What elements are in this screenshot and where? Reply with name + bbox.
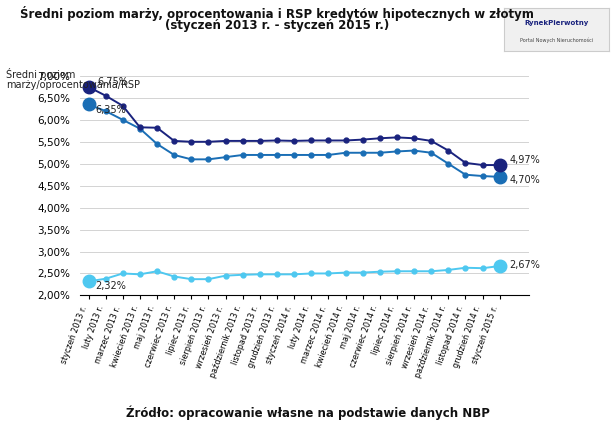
Średnie oprocentowanie dla nowych kredytów mieszkaniowych w złotym xyxy=(153,141,161,146)
Średnie oprocentowanie dla nowych kredytów mieszkaniowych w złotym xyxy=(205,157,212,162)
Średnia marża dla nowych kredytów mieszkaniowych w złotym xyxy=(462,265,469,270)
Text: (styczeń 2013 r. - styczeń 2015 r.): (styczeń 2013 r. - styczeń 2015 r.) xyxy=(165,19,389,32)
Text: 6,35%: 6,35% xyxy=(95,105,126,115)
Średnia marża dla nowych kredytów mieszkaniowych w złotym xyxy=(273,272,280,277)
Średnie oprocentowanie dla nowych kredytów mieszkaniowych w złotym xyxy=(376,150,384,155)
Line: Średnie oprocentowanie dla nowych kredytów mieszkaniowych w złotym: Średnie oprocentowanie dla nowych kredyt… xyxy=(86,102,502,179)
Średnia marża dla nowych kredytów mieszkaniowych w złotym xyxy=(102,276,109,281)
Średni poziom RSP dla nowych kredytów mieszkaniowych w złotym xyxy=(325,138,332,143)
Średni poziom RSP dla nowych kredytów mieszkaniowych w złotym xyxy=(188,139,195,144)
Średnie oprocentowanie dla nowych kredytów mieszkaniowych w złotym xyxy=(445,161,452,166)
Średnia marża dla nowych kredytów mieszkaniowych w złotym xyxy=(427,269,435,274)
Średnia marża dla nowych kredytów mieszkaniowych w złotym xyxy=(170,274,178,279)
Średni poziom RSP dla nowych kredytów mieszkaniowych w złotym xyxy=(496,162,504,168)
Średni poziom RSP dla nowych kredytów mieszkaniowych w złotym xyxy=(308,138,315,143)
Średni poziom RSP dla nowych kredytów mieszkaniowych w złotym xyxy=(102,93,109,98)
Text: 6,75%: 6,75% xyxy=(97,77,128,87)
Średnia marża dla nowych kredytów mieszkaniowych w złotym xyxy=(308,271,315,276)
Średnia marża dla nowych kredytów mieszkaniowych w złotym xyxy=(496,263,504,268)
Średnie oprocentowanie dla nowych kredytów mieszkaniowych w złotym xyxy=(102,108,109,114)
Średni poziom RSP dla nowych kredytów mieszkaniowych w złotym xyxy=(153,125,161,130)
Średnia marża dla nowych kredytów mieszkaniowych w złotym xyxy=(342,270,349,275)
Średni poziom RSP dla nowych kredytów mieszkaniowych w złotym xyxy=(427,138,435,143)
Średnie oprocentowanie dla nowych kredytów mieszkaniowych w złotym xyxy=(222,154,229,160)
Średnie oprocentowanie dla nowych kredytów mieszkaniowych w złotym xyxy=(188,157,195,162)
Średnia marża dla nowych kredytów mieszkaniowych w złotym xyxy=(393,269,400,274)
Średni poziom RSP dla nowych kredytów mieszkaniowych w złotym xyxy=(445,148,452,153)
Średni poziom RSP dla nowych kredytów mieszkaniowych w złotym xyxy=(239,138,247,143)
Text: 2,67%: 2,67% xyxy=(509,260,540,270)
Średni poziom RSP dla nowych kredytów mieszkaniowych w złotym xyxy=(222,138,229,143)
Średnia marża dla nowych kredytów mieszkaniowych w złotym xyxy=(325,271,332,276)
Text: Średni poziom: Średni poziom xyxy=(6,68,76,79)
Średni poziom RSP dla nowych kredytów mieszkaniowych w złotym xyxy=(170,138,178,143)
Text: Portal Nowych Nieruchomości: Portal Nowych Nieruchomości xyxy=(520,37,593,43)
Text: 4,70%: 4,70% xyxy=(509,175,540,184)
Średnie oprocentowanie dla nowych kredytów mieszkaniowych w złotym xyxy=(256,152,264,157)
Średnie oprocentowanie dla nowych kredytów mieszkaniowych w złotym xyxy=(273,152,280,157)
Średnia marża dla nowych kredytów mieszkaniowych w złotym xyxy=(222,273,229,278)
Średnie oprocentowanie dla nowych kredytów mieszkaniowych w złotym xyxy=(239,152,247,157)
Line: Średnia marża dla nowych kredytów mieszkaniowych w złotym: Średnia marża dla nowych kredytów mieszk… xyxy=(86,264,502,284)
Średni poziom RSP dla nowych kredytów mieszkaniowych w złotym xyxy=(393,135,400,140)
Średnia marża dla nowych kredytów mieszkaniowych w złotym xyxy=(410,269,418,274)
Średnie oprocentowanie dla nowych kredytów mieszkaniowych w złotym xyxy=(393,149,400,154)
Średnia marża dla nowych kredytów mieszkaniowych w złotym xyxy=(445,268,452,273)
Średni poziom RSP dla nowych kredytów mieszkaniowych w złotym xyxy=(85,84,92,89)
Średni poziom RSP dla nowych kredytów mieszkaniowych w złotym xyxy=(462,160,469,165)
Średnia marża dla nowych kredytów mieszkaniowych w złotym xyxy=(137,272,144,277)
Średnie oprocentowanie dla nowych kredytów mieszkaniowych w złotym xyxy=(410,148,418,153)
Średnie oprocentowanie dla nowych kredytów mieszkaniowych w złotym xyxy=(85,102,92,107)
Średnia marża dla nowych kredytów mieszkaniowych w złotym xyxy=(153,269,161,274)
Średni poziom RSP dla nowych kredytów mieszkaniowych w złotym xyxy=(342,138,349,143)
Średni poziom RSP dla nowych kredytów mieszkaniowych w złotym xyxy=(410,136,418,141)
Text: 2,32%: 2,32% xyxy=(95,281,126,291)
Średnia marża dla nowych kredytów mieszkaniowych w złotym xyxy=(239,272,247,277)
Średnie oprocentowanie dla nowych kredytów mieszkaniowych w złotym xyxy=(170,152,178,157)
Średni poziom RSP dla nowych kredytów mieszkaniowych w złotym xyxy=(205,139,212,144)
Średni poziom RSP dla nowych kredytów mieszkaniowych w złotym xyxy=(376,136,384,141)
Średni poziom RSP dla nowych kredytów mieszkaniowych w złotym xyxy=(479,162,486,168)
Średnie oprocentowanie dla nowych kredytów mieszkaniowych w złotym xyxy=(119,117,127,122)
Średnie oprocentowanie dla nowych kredytów mieszkaniowych w złotym xyxy=(427,150,435,155)
Text: Średni poziom marży, oprocentowania i RSP kredytów hipotecznych w złotym: Średni poziom marży, oprocentowania i RS… xyxy=(20,6,534,22)
Średnia marża dla nowych kredytów mieszkaniowych w złotym xyxy=(85,279,92,284)
Średnie oprocentowanie dla nowych kredytów mieszkaniowych w złotym xyxy=(137,126,144,131)
Średnie oprocentowanie dla nowych kredytów mieszkaniowych w złotym xyxy=(308,152,315,157)
Text: 4,97%: 4,97% xyxy=(509,155,540,165)
Średnia marża dla nowych kredytów mieszkaniowych w złotym xyxy=(479,266,486,271)
Średnia marża dla nowych kredytów mieszkaniowych w złotym xyxy=(205,277,212,282)
Średnie oprocentowanie dla nowych kredytów mieszkaniowych w złotym xyxy=(479,173,486,179)
Średnie oprocentowanie dla nowych kredytów mieszkaniowych w złotym xyxy=(342,150,349,155)
Średnia marża dla nowych kredytów mieszkaniowych w złotym xyxy=(188,277,195,282)
Text: marży/oprocentowania/RSP: marży/oprocentowania/RSP xyxy=(6,80,140,90)
Średnie oprocentowanie dla nowych kredytów mieszkaniowych w złotym xyxy=(290,152,298,157)
Średnie oprocentowanie dla nowych kredytów mieszkaniowych w złotym xyxy=(462,172,469,177)
Średni poziom RSP dla nowych kredytów mieszkaniowych w złotym xyxy=(359,137,367,142)
Średnie oprocentowanie dla nowych kredytów mieszkaniowych w złotym xyxy=(325,152,332,157)
Średni poziom RSP dla nowych kredytów mieszkaniowych w złotym xyxy=(256,138,264,143)
Średnie oprocentowanie dla nowych kredytów mieszkaniowych w złotym xyxy=(496,174,504,179)
Line: Średni poziom RSP dla nowych kredytów mieszkaniowych w złotym: Średni poziom RSP dla nowych kredytów mi… xyxy=(86,84,502,168)
Średnia marża dla nowych kredytów mieszkaniowych w złotym xyxy=(376,269,384,274)
Średnia marża dla nowych kredytów mieszkaniowych w złotym xyxy=(256,272,264,277)
Średni poziom RSP dla nowych kredytów mieszkaniowych w złotym xyxy=(273,138,280,143)
Text: RynekPierwotny: RynekPierwotny xyxy=(525,20,589,26)
Średnia marża dla nowych kredytów mieszkaniowych w złotym xyxy=(359,270,367,275)
Średnie oprocentowanie dla nowych kredytów mieszkaniowych w złotym xyxy=(359,150,367,155)
Średni poziom RSP dla nowych kredytów mieszkaniowych w złotym xyxy=(119,103,127,108)
Text: Źródło: opracowanie własne na podstawie danych NBP: Źródło: opracowanie własne na podstawie … xyxy=(125,406,490,420)
Średnia marża dla nowych kredytów mieszkaniowych w złotym xyxy=(119,271,127,276)
Średni poziom RSP dla nowych kredytów mieszkaniowych w złotym xyxy=(290,138,298,143)
Średnia marża dla nowych kredytów mieszkaniowych w złotym xyxy=(290,272,298,277)
Średni poziom RSP dla nowych kredytów mieszkaniowych w złotym xyxy=(137,125,144,130)
